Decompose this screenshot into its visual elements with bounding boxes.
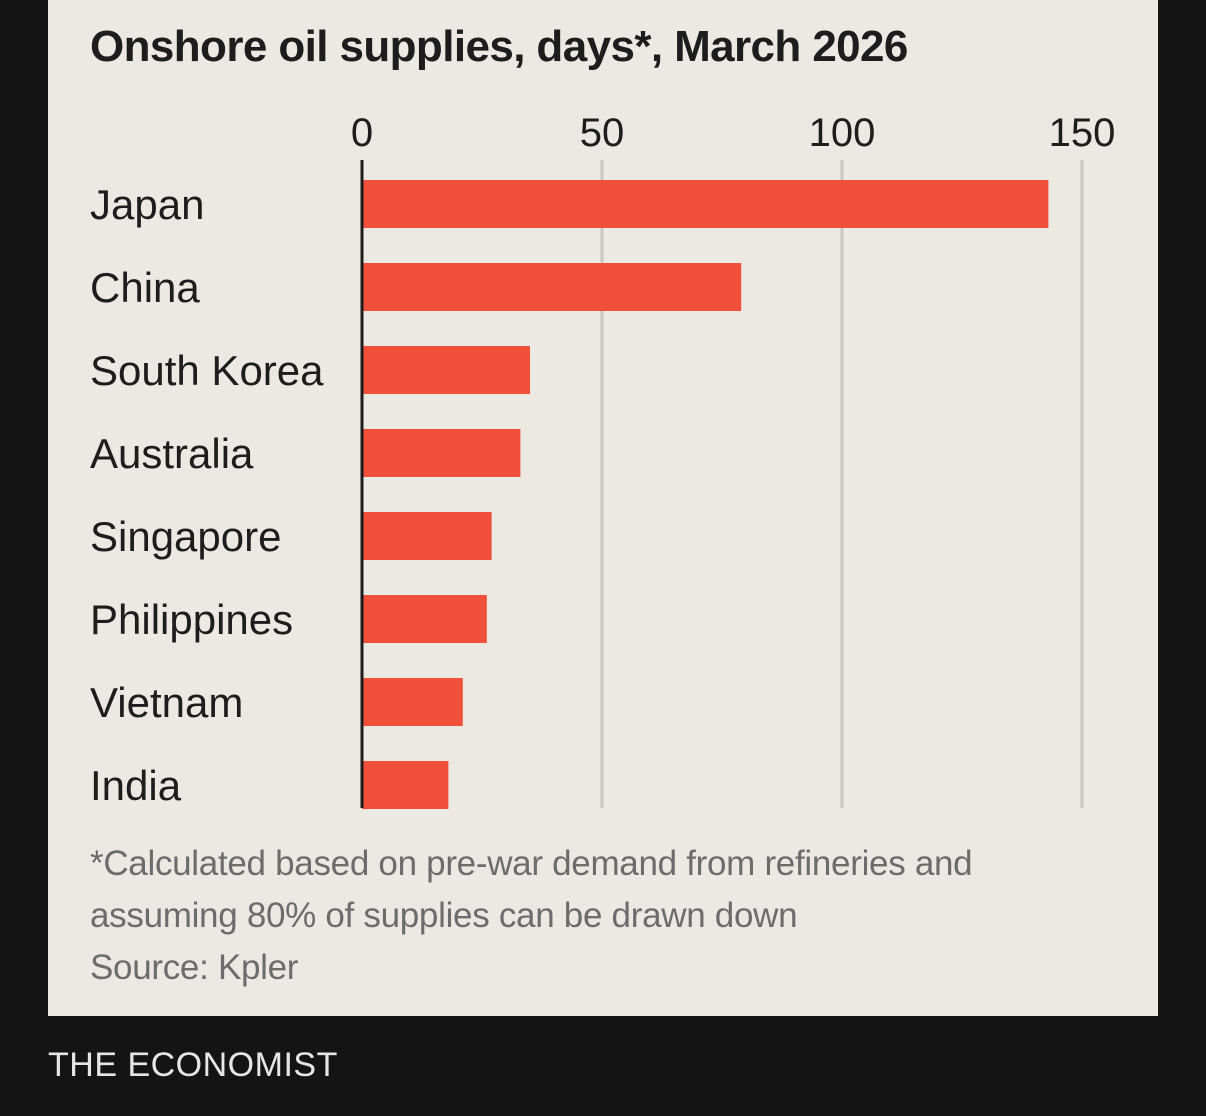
source-note: Source: Kpler: [90, 948, 299, 987]
x-tick-label: 150: [1049, 111, 1116, 155]
chart-title: Onshore oil supplies, days*, March 2026: [90, 22, 908, 71]
category-label: Vietnam: [90, 679, 243, 726]
chart-card: Onshore oil supplies, days*, March 2026 …: [48, 0, 1158, 1016]
category-label: Singapore: [90, 513, 281, 560]
x-tick-label: 50: [580, 111, 625, 155]
category-label: Philippines: [90, 596, 293, 643]
bar-vietnam: [362, 678, 463, 726]
bar-china: [362, 263, 742, 311]
footnote-line-1: *Calculated based on pre-war demand from…: [90, 844, 973, 883]
category-label: Australia: [90, 430, 254, 477]
bar-australia: [362, 429, 521, 477]
bar-japan: [362, 180, 1049, 228]
bar-south-korea: [362, 346, 530, 394]
category-label: China: [90, 264, 200, 311]
bar-singapore: [362, 512, 492, 560]
footnote-line-2: assuming 80% of supplies can be drawn do…: [90, 896, 798, 935]
x-tick-label: 100: [809, 111, 876, 155]
category-label: India: [90, 762, 182, 809]
bar-philippines: [362, 595, 487, 643]
category-label: Japan: [90, 181, 204, 228]
category-label: South Korea: [90, 347, 324, 394]
x-tick-label: 0: [351, 111, 373, 155]
bar-chart: 0 50 100 150 Japan China South Korea Australia…: [90, 111, 1116, 809]
publisher-brand: THE ECONOMIST: [48, 1046, 338, 1084]
bar-india: [362, 761, 449, 809]
